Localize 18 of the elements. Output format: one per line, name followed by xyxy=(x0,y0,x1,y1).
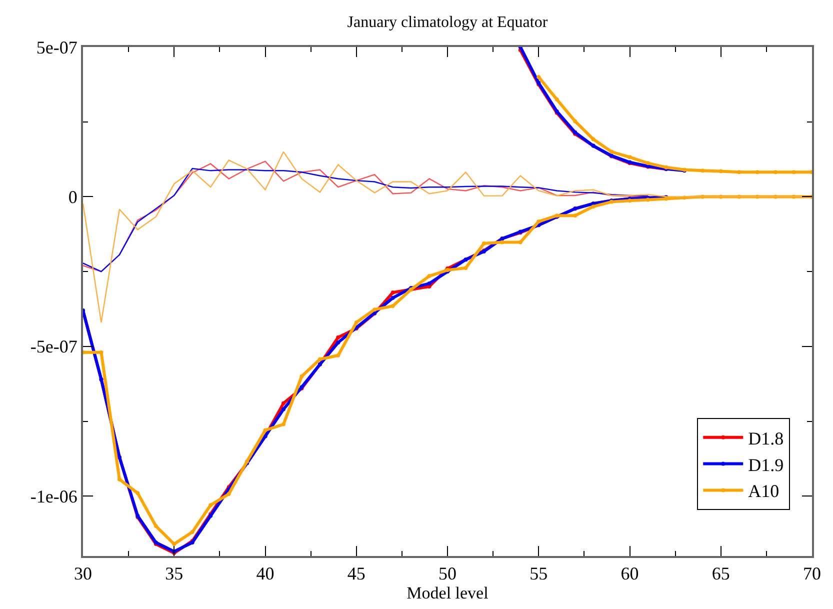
x-axis-title: Model level xyxy=(406,584,489,603)
y-tick-label: 5e-07 xyxy=(36,37,78,58)
x-tick-label: 55 xyxy=(530,564,548,584)
x-tick-label: 65 xyxy=(712,564,730,584)
x-tick-label: 70 xyxy=(803,564,821,584)
y-tick-label: 0 xyxy=(68,187,78,208)
legend-label: D1.8 xyxy=(748,428,784,448)
y-tick-label: -1e-06 xyxy=(30,486,78,506)
legend-label: A10 xyxy=(748,481,780,502)
legend-label: D1.9 xyxy=(748,454,784,475)
x-tick-label: 35 xyxy=(165,564,184,584)
chart-title: January climatology at Equator xyxy=(347,14,548,31)
x-tick-label: 50 xyxy=(438,564,456,584)
y-tick-label: -5e-07 xyxy=(30,336,78,357)
x-tick-label: 60 xyxy=(620,564,639,584)
x-tick-label: 45 xyxy=(347,564,366,584)
x-tick-label: 40 xyxy=(256,564,274,584)
x-tick-label: 30 xyxy=(74,564,92,584)
